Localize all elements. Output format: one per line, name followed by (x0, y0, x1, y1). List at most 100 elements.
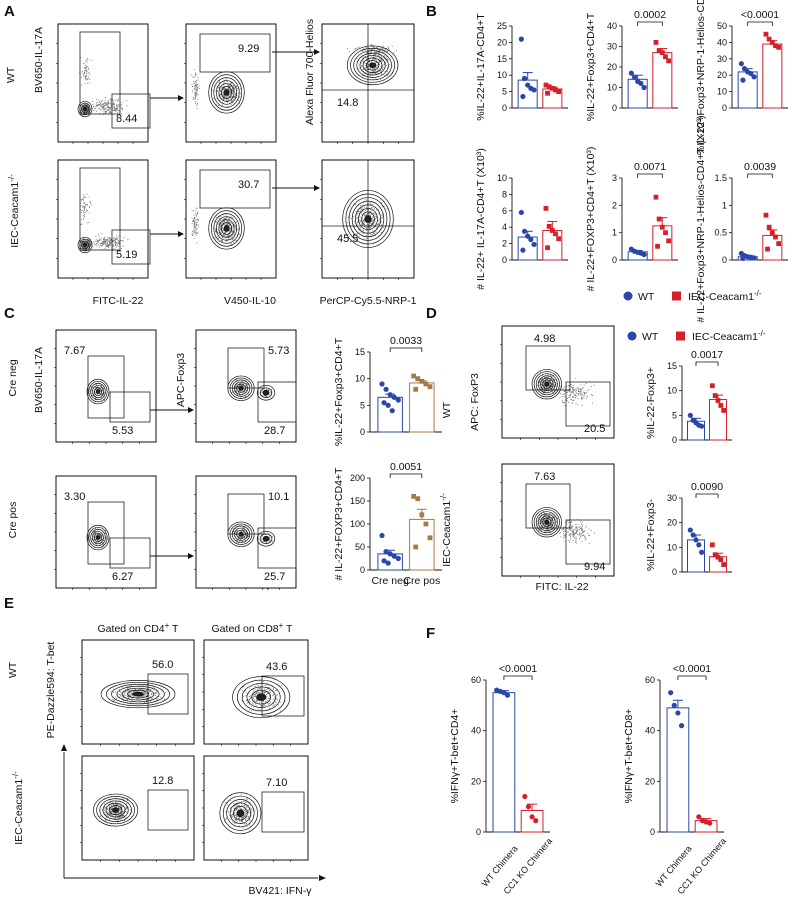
B1-ytick-label: 5 (502, 87, 507, 97)
B1-point-0 (518, 36, 524, 42)
C1-point-1 (415, 376, 421, 382)
F1-point-1 (525, 804, 532, 810)
D-wt-value-1: 4.98 (534, 333, 555, 345)
B4-bar-1 (542, 229, 563, 261)
D2-point-1 (718, 557, 724, 563)
A-xlabel-2: V450-IL-10 (224, 295, 276, 307)
E-wt-plot-cd8-contour (237, 679, 286, 715)
C-row-label-creneg: Cre neg (7, 359, 19, 397)
B5-pvalue: 0.0071 (634, 161, 666, 173)
C-crepos-plot-1-contour (93, 533, 103, 543)
D-ko-value-2: 9.94 (584, 561, 605, 573)
C-creneg-arrow (150, 407, 194, 413)
C2-ylabel: # IL-22+FOXP3+CD4+T (333, 467, 345, 581)
B6-point-1 (773, 234, 778, 240)
D2-pvalue: 0.0090 (691, 481, 723, 493)
D1-ytick-label: 10 (667, 386, 677, 396)
B4-ytick-label: 10 (497, 173, 507, 183)
D-legend-ko-label: IEC-Ceacam1-/- (692, 329, 766, 343)
D-wt-plot-contour (538, 375, 556, 394)
B3-point-1 (766, 36, 772, 42)
B4-ytick-label: 8 (502, 189, 507, 199)
B6-ytick-label: 1 (722, 200, 727, 210)
B4-point-0 (525, 233, 531, 239)
D-row-label-wt: WT (441, 401, 453, 418)
E-ko-plot-cd8-contour (226, 799, 255, 828)
A-ylabel-3: Alexa Fluor 700-Helios (304, 19, 316, 125)
C1-point-0 (381, 400, 387, 406)
C2-point-1 (423, 521, 429, 527)
panel-label-F: F (426, 625, 435, 642)
B5-point-1 (659, 224, 665, 230)
E-ko-plot-cd8-contour (229, 802, 252, 824)
B2-point-1 (656, 48, 662, 53)
C2-xlabel-1: Cre pos (403, 575, 440, 587)
E-ko-plot-cd8-contour (233, 805, 248, 821)
F2-ytick-label: 60 (645, 675, 655, 685)
D-ko-plot-contour (533, 509, 560, 536)
B4-point-0 (520, 247, 526, 253)
B-legend-wt-label: WT (638, 291, 655, 303)
F2-point-0 (675, 710, 681, 716)
E-ylabel: PE-Dazzle594: T-bet (45, 642, 57, 739)
C-creneg-arrow-head (188, 407, 194, 413)
E-ko-plot-cd4-contour (105, 802, 126, 818)
A-wt-plot-1-contour (81, 104, 89, 114)
C2-point-0 (383, 549, 389, 555)
E-wt-gate-cd4 (147, 673, 189, 715)
D2-point-1 (721, 562, 727, 567)
chart-C2: 0 50 100 150 200 # IL-22+FOXP3+CD4+T 0.0051 Cre… (333, 461, 442, 587)
F1-ytick-label: 40 (471, 726, 481, 736)
B3-ytick-label: 0 (722, 103, 727, 113)
C1-ylabel: %IL-22+Foxp3+CD4+T (333, 337, 345, 446)
chart-B5: 0 1 2 3 # IL-22+FOXP3+CD4+T (X10³) 0.0071 (585, 147, 678, 291)
B2-point-1 (659, 50, 665, 56)
A-wt-plot-3-contour (362, 57, 383, 73)
A-wt-gate-il17 (79, 31, 121, 115)
C2-point-0 (381, 558, 387, 564)
B2-point-1 (666, 58, 672, 64)
C1-point-1 (427, 384, 433, 390)
C-creneg-plot-2-contour (259, 387, 273, 398)
B1-ytick-label: 10 (497, 70, 507, 80)
B3-point-1 (769, 40, 775, 45)
B2-ytick-label: 20 (607, 62, 617, 72)
C-ylabel-2: APC-Foxp3 (175, 353, 187, 407)
A-xlabel-1: FITC-IL-22 (93, 295, 144, 307)
C-creneg-gate-il22 (109, 391, 151, 423)
A-wt-arrow-1-head (178, 95, 184, 101)
C2-point-1 (419, 512, 425, 518)
A-wt-plot-3 (320, 23, 415, 144)
A-ko-value-3: 45.5 (337, 233, 358, 245)
A-wt-plot-2 (184, 23, 277, 144)
B6-ytick-label: 0 (722, 255, 727, 265)
B4-point-0 (521, 228, 528, 234)
E-row-label-wt: WT (7, 661, 19, 678)
C-creneg-plot-2-contour (256, 384, 276, 401)
C2-pbracket (389, 473, 423, 478)
C-creneg-plot-1-contour (88, 380, 108, 403)
B1-point-0 (520, 93, 526, 100)
F1-point-1 (529, 814, 535, 820)
B4-point-1 (549, 228, 555, 233)
C2-point-0 (379, 532, 385, 539)
F1-bar-0 (492, 692, 516, 833)
B5-ytick-label: 0 (612, 255, 617, 265)
A-wt-plot-1-contour (82, 106, 88, 112)
B1-point-0 (521, 75, 528, 82)
B1-point-1 (543, 82, 549, 88)
C-crepos-value-4: 25.7 (264, 571, 285, 583)
C2-ytick-label: 0 (360, 565, 365, 575)
B6-point-0 (751, 255, 757, 261)
C-creneg-value-3: 5.73 (268, 345, 289, 357)
A-wt-plot-3-contour (346, 45, 399, 86)
A-wt-plot-2-contour (218, 83, 235, 102)
D2-pbracket (695, 493, 719, 498)
A-ko-plot-2 (184, 159, 277, 280)
E-ko-plot-cd4-frame (81, 755, 195, 861)
B6-point-1 (766, 224, 772, 230)
D-ylabel: APC: FoxP3 (469, 373, 481, 431)
panel-label-B: B (426, 3, 437, 20)
F1-xlabel-1: CC1 KO Chimera (501, 836, 554, 896)
B2-point-0 (631, 74, 638, 80)
